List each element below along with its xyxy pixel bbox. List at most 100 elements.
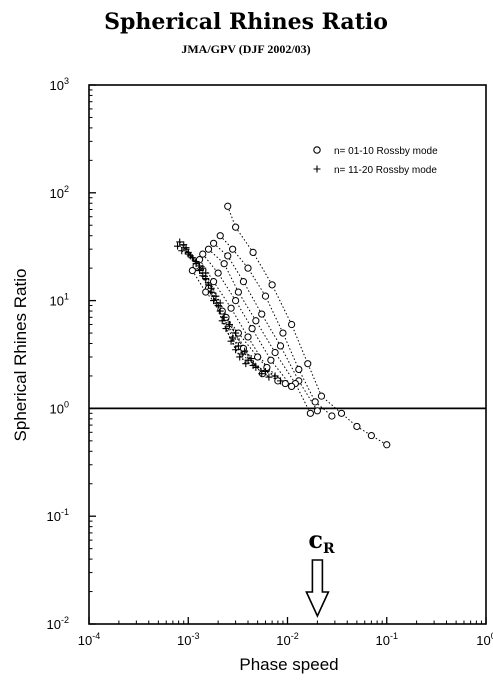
series-2-point (271, 372, 279, 380)
y-tick-exponent: -1 (61, 507, 69, 517)
series-1-point (271, 348, 279, 357)
y-tick-label: 103 (50, 76, 69, 93)
series-2-point (182, 244, 190, 252)
series-1-point (216, 232, 224, 240)
series-1-point (276, 342, 285, 350)
series-2-point (178, 247, 186, 255)
series-1-point (317, 392, 326, 400)
series-1-point (214, 269, 222, 277)
series-1-point (188, 266, 196, 275)
x-tick-base: 10 (276, 633, 290, 648)
series-1-point (232, 297, 240, 305)
series-1-point (258, 310, 266, 318)
series-1-point (239, 278, 248, 286)
x-tick-label: 10-4 (78, 631, 100, 648)
y-tick-label: 102 (50, 184, 69, 201)
y-tick-label: 10-1 (47, 507, 69, 524)
series-2-point (241, 347, 249, 355)
series-2-point (202, 269, 210, 277)
y-tick-base: 10 (50, 401, 64, 416)
series-1-point (313, 407, 321, 415)
series-1-point (295, 365, 303, 374)
x-tick-label: 10-1 (376, 631, 398, 648)
series-2-point (225, 321, 233, 329)
series-1-point (304, 360, 312, 368)
series-2-point (174, 242, 182, 250)
series-2-point (199, 264, 207, 272)
series-1-point (232, 223, 240, 231)
series-2-point (261, 367, 269, 375)
series-2-point (236, 353, 244, 361)
series-1-point (383, 441, 391, 449)
y-tick-exponent: 2 (64, 184, 69, 194)
series-1-point (244, 333, 252, 341)
series-1-point (288, 320, 296, 329)
series-markers (174, 202, 391, 449)
series-2-point (232, 346, 240, 354)
series-1-point (199, 250, 207, 258)
series-2-point (220, 313, 228, 321)
series-2-point (244, 356, 252, 364)
series-1-point (227, 304, 235, 312)
y-tick-base: 10 (50, 294, 64, 309)
x-tick-exponent: -3 (191, 631, 199, 641)
y-tick-label: 100 (50, 399, 69, 416)
series-2-point (227, 337, 235, 345)
x-tick-exponent: -1 (390, 631, 398, 641)
series-1-point (254, 353, 262, 361)
series-1-point (353, 422, 361, 431)
series-1-point (281, 379, 289, 388)
series-1-point (204, 245, 213, 253)
legend-circle-marker (313, 146, 321, 154)
series-2-point (186, 252, 194, 260)
series-2-point (222, 325, 230, 333)
series-1-point (263, 363, 271, 372)
series-1-point (224, 252, 232, 260)
x-tick-base: 10 (476, 633, 490, 648)
y-tick-exponent: -2 (61, 615, 69, 625)
cr-annotation: cR (305, 525, 335, 618)
series-1-point (248, 324, 256, 333)
series-1-point (261, 292, 270, 300)
series-1-point (306, 409, 314, 417)
series-1-point (288, 382, 296, 390)
series-1-point (229, 245, 237, 253)
chart-subtitle: JMA/GPV (DJF 2002/03) (181, 42, 310, 56)
series-2-point (232, 329, 240, 337)
series-2-point (216, 299, 224, 307)
series-1-point (234, 288, 242, 296)
series-1-point (267, 356, 275, 364)
series-2-dotted-line (187, 252, 281, 382)
cr-label-main: c (308, 525, 323, 554)
series-2-point (247, 355, 255, 363)
y-tick-exponent: 1 (64, 292, 69, 302)
legend-plus-marker (313, 165, 321, 173)
series-1-point (220, 260, 228, 268)
series-1-point (249, 248, 257, 256)
series-2-point (265, 373, 273, 381)
series-2-point (276, 377, 284, 385)
series-1-point (268, 281, 276, 289)
y-axis-label: Spherical Rhines Ratio (11, 269, 30, 442)
chart-title: Spherical Rhines Ratio (104, 9, 388, 35)
x-axis-label: Phase speed (239, 655, 338, 674)
x-tick-exponent: -4 (92, 631, 100, 641)
x-tick-label: 10-3 (177, 631, 199, 648)
series-1-dotted-line (219, 235, 333, 417)
y-tick-exponent: 3 (64, 76, 69, 86)
y-tick-exponent: 0 (64, 399, 69, 409)
series-2-point (229, 334, 237, 342)
y-tick-label: 101 (50, 292, 69, 309)
y-tick-base: 10 (47, 509, 61, 524)
x-tick-base: 10 (78, 633, 92, 648)
x-tick-base: 10 (177, 633, 191, 648)
series-1-point (209, 278, 218, 286)
series-1-point (311, 398, 319, 406)
cr-label: cR (308, 525, 335, 557)
series-1-point (337, 409, 346, 417)
y-tick-label: 10-2 (47, 615, 69, 632)
series-1-point (279, 329, 287, 337)
x-tick-label: 100 (476, 631, 493, 648)
